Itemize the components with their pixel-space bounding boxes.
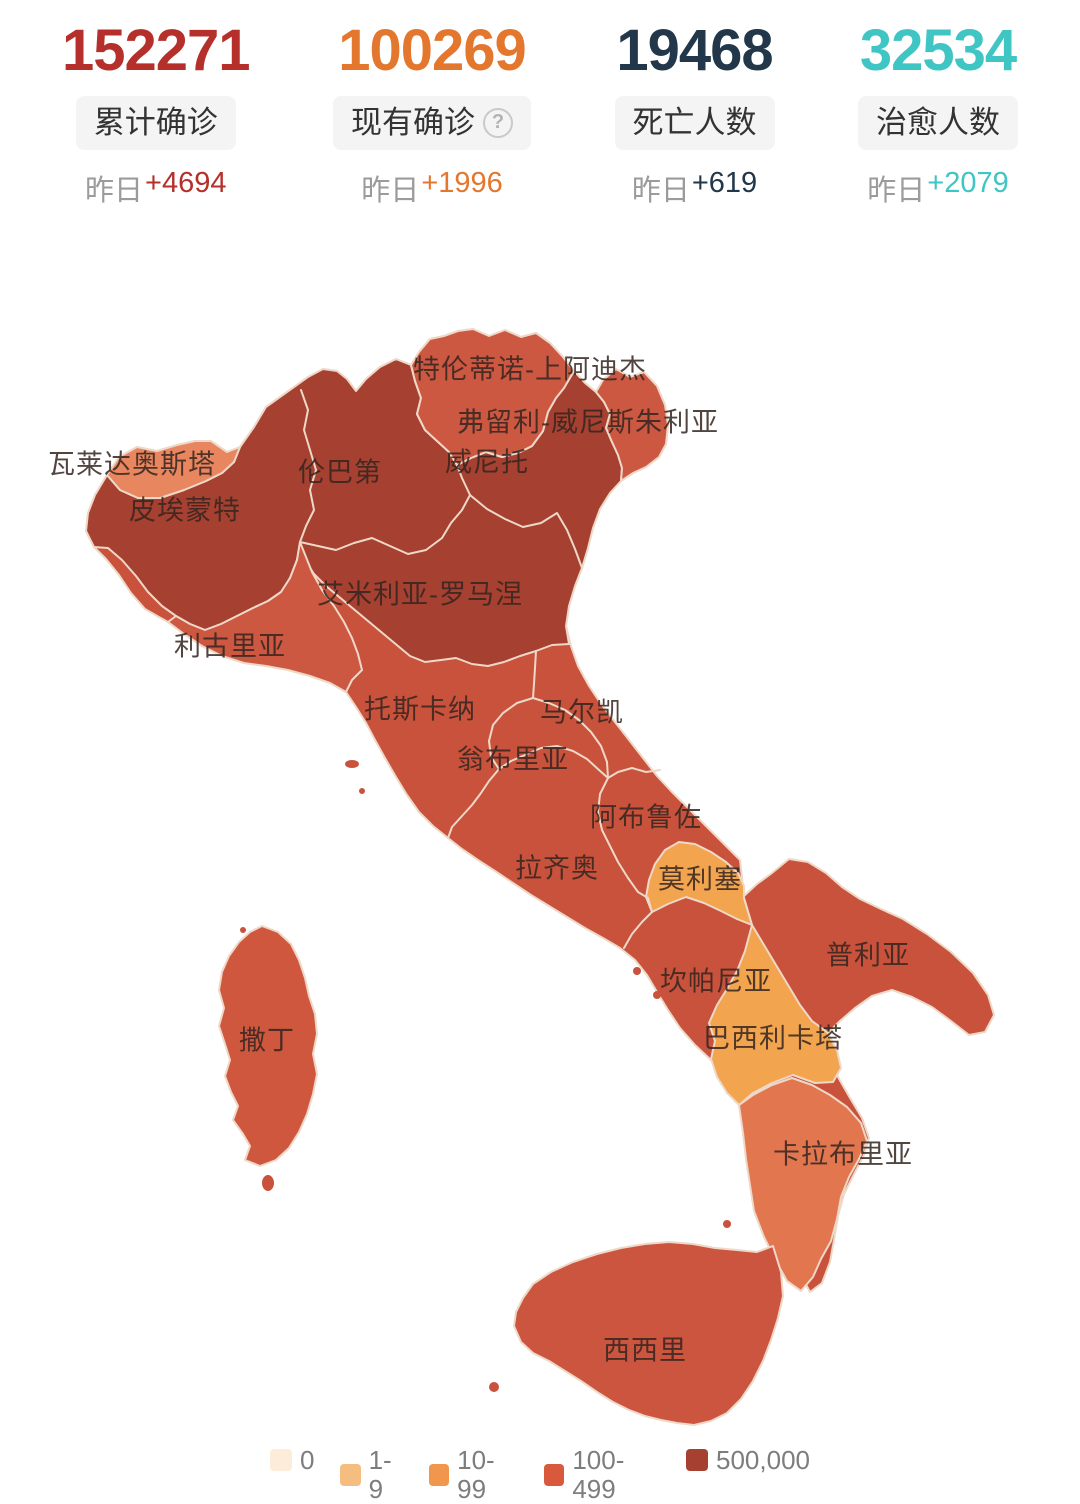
stat-card-cured[interactable]: 32534 治愈人数 昨日 +2079 [858,22,1018,209]
yesterday-delta: +2079 [927,166,1009,199]
stat-yesterday: 昨日 +2079 [867,167,1008,209]
region-label-calabria: 卡拉布里亚 [773,1139,913,1170]
stat-yesterday: 昨日 +4694 [85,167,226,209]
stat-value: 100269 [338,18,527,83]
yesterday-prefix: 昨日 [867,174,926,207]
stat-label-pill: 治愈人数 [858,96,1018,150]
region-label-friuli: 弗留利-威尼斯朱利亚 [457,407,719,438]
region-label-sardinia: 撒丁 [239,1025,295,1056]
region-label-sicily: 西西里 [603,1335,687,1366]
region-label-molise: 莫利塞 [658,864,742,895]
stat-card-current-confirmed[interactable]: 100269 现有确诊 ? 昨日 +1996 [333,18,532,209]
yesterday-delta: +619 [691,166,758,199]
stat-value: 32534 [859,18,1017,83]
region-label-basilicata: 巴西利卡塔 [703,1023,843,1054]
legend-item: 100-499 [544,1446,660,1503]
stat-card-deaths[interactable]: 19468 死亡人数 昨日 +619 [614,18,775,209]
legend-item: 10-99 [428,1445,518,1504]
border-lombardy-emilia [299,494,471,555]
region-label-abruzzo: 阿布鲁佐 [590,802,702,833]
legend-label: 100-499 [572,1445,625,1504]
legend-label: 1-9 [368,1445,392,1504]
legend-swatch [544,1463,565,1486]
legend-label: 500,000 [716,1445,810,1475]
legend-item: 500,000 [686,1446,810,1475]
region-sardinia-path[interactable] [218,925,318,1167]
italy-choropleth-map [85,328,995,1426]
region-basilicata-path[interactable] [708,924,842,1106]
border-lombardy-veneto [456,464,471,496]
border-marche-abruzzo [607,767,661,779]
map-legend: 0 1-9 10-99 100-499 500,000 [270,1446,810,1503]
legend-swatch [340,1463,361,1486]
border-piedmont-lombardy [299,389,317,543]
yesterday-delta: +4694 [145,166,227,199]
region-calabria-path[interactable] [738,1077,868,1292]
stat-label: 治愈人数 [876,105,1000,140]
yesterday-delta: +1996 [421,166,503,199]
region-label-trentino: 特伦蒂诺-上阿迪杰 [413,354,647,385]
stat-label-pill: 现有确诊 ? [333,96,532,150]
region-borders [299,389,753,949]
legend-swatch [686,1449,709,1472]
stat-yesterday: 昨日 +1996 [361,167,502,209]
region-label-tuscany: 托斯卡纳 [364,694,476,725]
stat-value: 152271 [62,18,251,83]
stat-label-pill: 死亡人数 [614,96,775,150]
region-label-lazio: 拉齐奥 [515,853,599,884]
region-sicily-path[interactable] [513,1241,784,1426]
stat-label: 现有确诊 [351,105,476,140]
border-veneto-emilia [469,494,583,569]
border-lazio-campania [623,897,653,949]
region-label-lombardy: 伦巴第 [298,457,382,488]
yesterday-prefix: 昨日 [361,174,420,207]
legend-label: 0 [300,1445,315,1475]
region-label-liguria: 利古里亚 [174,631,286,662]
region-molise-path[interactable] [645,841,753,926]
border-lazio-abruzzo [597,777,649,899]
small-islands [240,760,731,1392]
stat-label: 累计确诊 [93,105,218,140]
stat-label-pill: 累计确诊 [75,96,236,150]
legend-label: 10-99 [457,1445,495,1504]
stat-yesterday: 昨日 +619 [632,167,757,209]
region-label-veneto: 威尼托 [445,447,529,478]
region-label-marche: 马尔凯 [540,697,624,728]
legend-swatch [270,1449,292,1472]
region-friuli-path[interactable] [595,368,669,482]
border-umbria-loop [488,697,609,779]
stats-bar: 152271 累计确诊 昨日 +4694 100269 现有确诊 ? 昨日 +1… [0,22,1080,209]
region-liguria-path[interactable] [167,541,363,693]
legend-swatch [428,1463,450,1486]
yesterday-prefix: 昨日 [631,174,690,207]
stat-card-cumulative-confirmed[interactable]: 152271 累计确诊 昨日 +4694 [62,18,251,209]
region-label-emilia: 艾米利亚-罗马涅 [317,579,523,610]
help-icon[interactable]: ? [483,107,514,138]
border-marche-west [532,650,537,699]
border-tuscany-lazio [447,768,500,839]
region-label-puglia: 普利亚 [826,940,910,971]
region-label-valle-daosta: 瓦莱达奥斯塔 [48,449,216,480]
region-label-umbria: 翁布里亚 [457,744,569,775]
yesterday-prefix: 昨日 [85,174,144,207]
stat-value: 19468 [616,18,773,83]
border-campania-puglia [743,897,753,926]
region-valle-daosta-path[interactable] [106,440,241,499]
stat-label: 死亡人数 [632,105,757,140]
region-label-campania: 坎帕尼亚 [660,966,772,997]
region-label-piedmont: 皮埃蒙特 [129,495,241,526]
legend-item: 1-9 [340,1446,402,1503]
legend-item: 0 [270,1446,314,1475]
region-trentino-path[interactable] [410,328,575,466]
